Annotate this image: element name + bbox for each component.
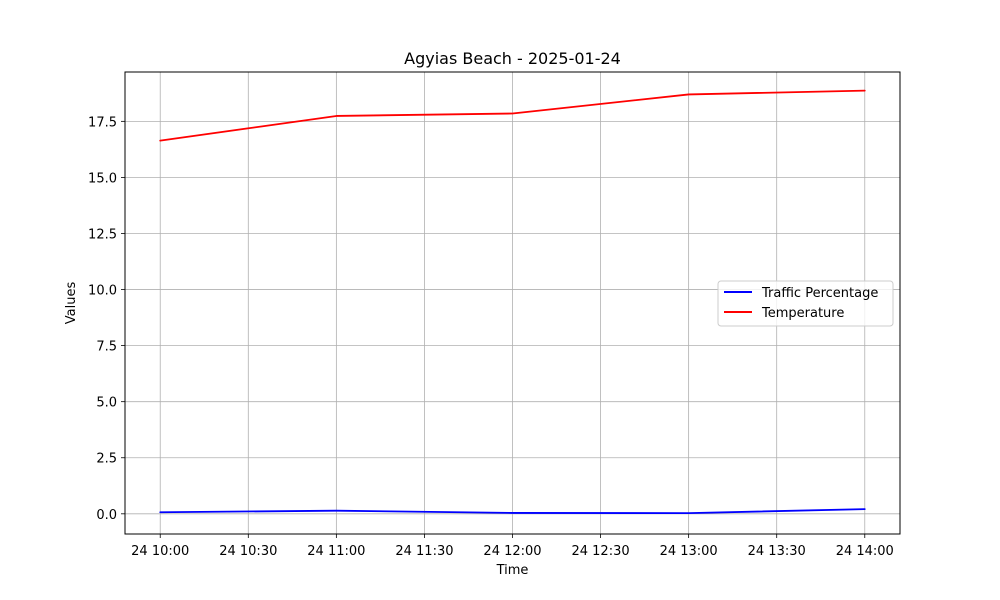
legend: Traffic Percentage Temperature xyxy=(717,280,894,327)
legend-label-temperature: Temperature xyxy=(761,306,844,321)
y-axis-ticks: 0.0 2.5 5.0 7.5 10.0 12.5 15.0 17.5 xyxy=(88,115,125,523)
x-tick-label: 24 13:00 xyxy=(660,544,718,559)
y-tick-label: 17.5 xyxy=(88,115,117,130)
x-axis-ticks: 24 10:00 24 10:30 24 11:00 24 11:30 24 12:00… xyxy=(131,534,894,559)
series-line-temperature xyxy=(159,89,866,142)
x-axis-label: Time xyxy=(496,563,529,578)
y-tick-label: 7.5 xyxy=(96,340,117,355)
x-tick-label: 24 12:30 xyxy=(571,544,629,559)
x-tick-label: 24 10:00 xyxy=(131,544,189,559)
y-axis-label: Values xyxy=(64,282,79,325)
series-line-traffic-percentage xyxy=(159,508,866,515)
y-tick-label: 5.0 xyxy=(96,396,117,411)
x-tick-label: 24 14:00 xyxy=(836,544,894,559)
chart-title: Agyias Beach - 2025-01-24 xyxy=(404,49,621,68)
x-tick-label: 24 11:30 xyxy=(395,544,453,559)
x-tick-label: 24 10:30 xyxy=(219,544,277,559)
y-tick-label: 10.0 xyxy=(88,284,117,299)
x-tick-label: 24 12:00 xyxy=(483,544,541,559)
y-tick-label: 15.0 xyxy=(88,171,117,186)
series-layer xyxy=(159,89,866,515)
y-tick-label: 2.5 xyxy=(96,452,117,467)
legend-label-traffic-percentage: Traffic Percentage xyxy=(761,286,878,301)
legend-frame xyxy=(717,280,894,327)
x-tick-label: 24 11:00 xyxy=(307,544,365,559)
y-tick-label: 0.0 xyxy=(96,508,117,523)
x-tick-label: 24 13:30 xyxy=(748,544,806,559)
y-tick-label: 12.5 xyxy=(88,227,117,242)
